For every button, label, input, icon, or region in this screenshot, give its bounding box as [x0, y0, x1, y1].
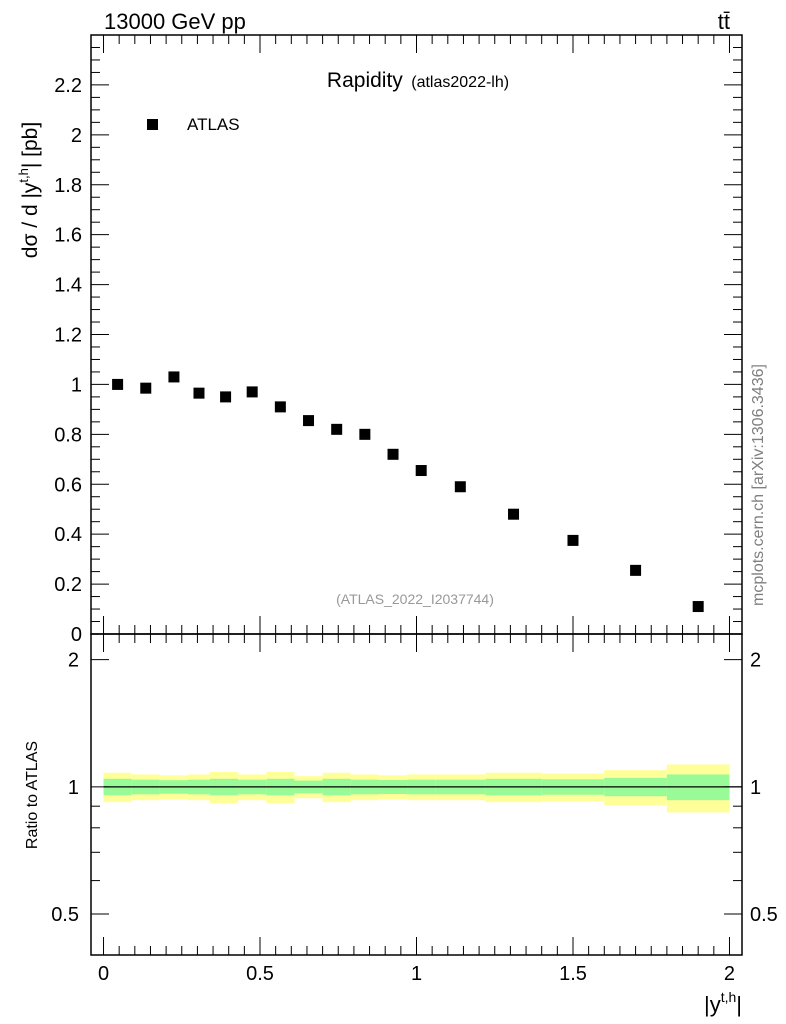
ratio-y-tick-label-left: 1 [68, 777, 79, 799]
data-point-atlas [454, 481, 466, 493]
process-label: tt̄ [718, 9, 730, 34]
main-y-tick-label: 0.2 [54, 574, 82, 596]
ratio-y-tick-label-right: 2 [750, 650, 761, 672]
data-point-atlas [387, 448, 399, 460]
x-axis-title: |yt,h| [704, 989, 742, 1017]
ratio-panel: 0 0.5 1 1.5 2 0.5 0.5 1 1 2 2 [51, 633, 778, 985]
main-y-tick-label: 1.4 [54, 275, 82, 297]
data-point-atlas [274, 401, 286, 413]
data-point-atlas [567, 534, 579, 546]
main-y-tick-label: 2 [71, 125, 82, 147]
main-y-tick-label: 0 [71, 624, 82, 646]
data-point-atlas [193, 387, 205, 399]
main-y-tick-label: 1 [71, 374, 82, 396]
x-tick-label: 0.5 [246, 963, 274, 985]
main-y-tick-label: 0.4 [54, 524, 82, 546]
data-point-atlas [692, 601, 704, 613]
x-tick-label: 1.5 [559, 963, 587, 985]
main-y-tick-label: 0.6 [54, 474, 82, 496]
data-point-atlas [303, 415, 315, 427]
data-point-atlas [331, 423, 343, 435]
ratio-y-tick-label-right: 0.5 [750, 904, 778, 926]
x-tick-label: 2 [724, 963, 735, 985]
ratio-y-axis-title: Ratio to ATLAS [24, 741, 41, 849]
data-point-atlas [168, 371, 180, 383]
main-y-tick-label: 1.8 [54, 175, 82, 197]
data-point-atlas [415, 465, 427, 477]
analysis-label: (ATLAS_2022_I2037744) [336, 591, 494, 607]
legend-marker-atlas [147, 119, 158, 130]
ratio-y-tick-label-left: 2 [68, 650, 79, 672]
main-y-tick-label: 1.6 [54, 225, 82, 247]
plot-subtitle: (atlas2022-lh) [411, 74, 509, 91]
legend-label-atlas: ATLAS [187, 115, 240, 134]
ratio-y-tick-label-left: 0.5 [51, 904, 79, 926]
main-y-tick-label: 1.2 [54, 325, 82, 347]
plot-title-group: Rapidity (atlas2022-lh) [327, 69, 509, 92]
data-point-atlas [220, 391, 232, 403]
main-y-tick-label: 0.8 [54, 424, 82, 446]
main-panel: 0 0.2 0.4 0.6 0.8 1 1.2 1.4 1.6 1.8 2 2.2 [54, 34, 743, 646]
energy-label: 13000 GeV pp [104, 9, 246, 34]
main-y-axis-title: dσ / d |yt,h| [pb] [16, 122, 42, 258]
main-y-tick-label: 2.2 [54, 75, 82, 97]
ratio-y-tick-label-right: 1 [750, 777, 761, 799]
plot-title: Rapidity [327, 69, 403, 92]
x-tick-label: 1 [411, 963, 422, 985]
watermark-text: mcplots.cern.ch [arXiv:1306.3436] [750, 364, 767, 606]
data-point-atlas [246, 386, 258, 398]
data-point-atlas [508, 508, 520, 520]
x-tick-label: 0 [98, 963, 109, 985]
data-point-atlas [140, 382, 152, 394]
data-point-atlas [112, 378, 124, 390]
data-point-atlas [630, 564, 642, 576]
data-point-atlas [359, 428, 371, 440]
